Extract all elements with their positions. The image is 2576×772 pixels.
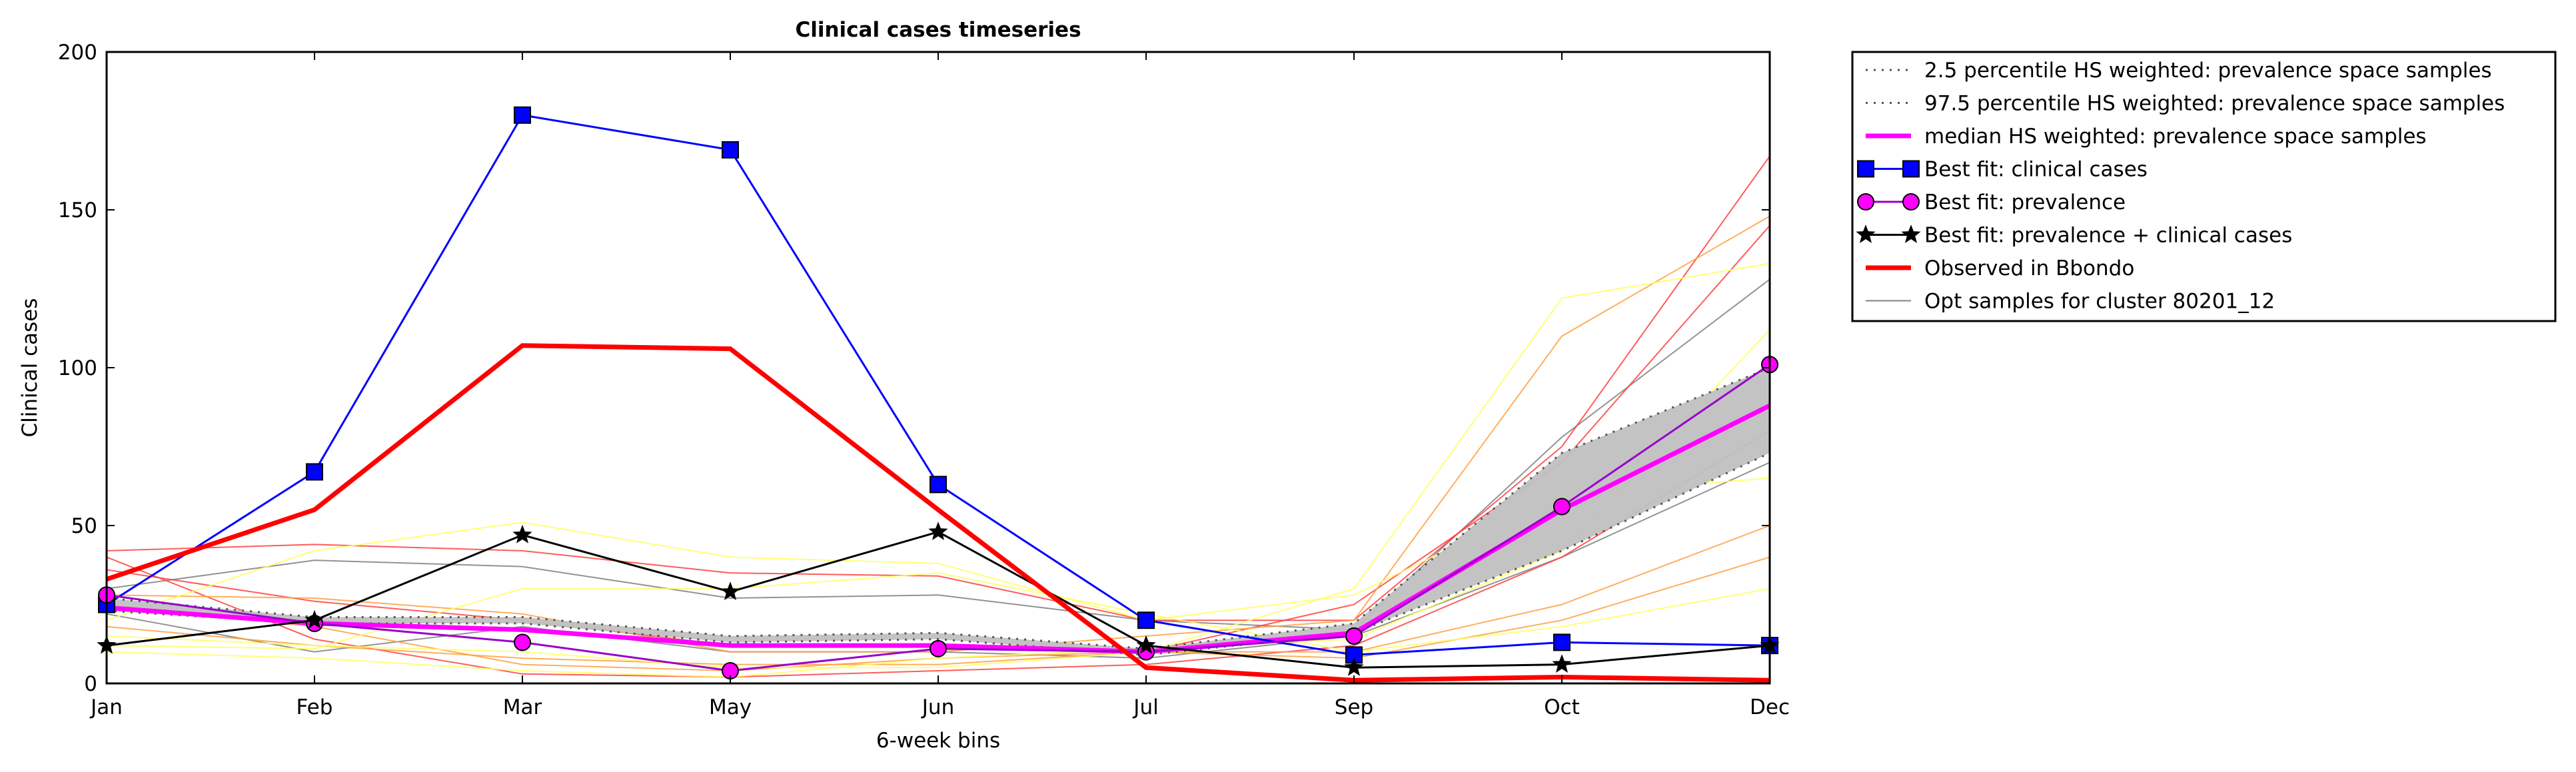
legend-label: Opt samples for cluster 80201_12 [1924,290,2275,314]
legend-item-1: 2.5 percentile HS weighted: prevalence s… [1866,59,2492,83]
series-5-point-7 [1345,627,1363,645]
legend-frame [1851,51,2557,322]
plot-frame [105,51,1771,685]
x-tick-label: May [709,695,752,719]
plot-area [97,106,1780,683]
sample-line-1 [106,278,1770,631]
series-2 [106,366,1770,650]
series-4-point-3 [514,106,531,124]
series-4-point-6 [1137,611,1155,629]
legend-item-7: Observed in Bbondo [1866,256,2134,280]
series-6-point-7 [1344,657,1364,676]
series-1 [106,452,1770,656]
series-7 [105,343,1770,683]
y-axis-label: Clinical cases [18,298,42,437]
x-tick-label: Feb [297,695,333,719]
y-tick-label: 0 [84,672,97,696]
x-tick-label: Mar [503,695,542,719]
legend-marker [1902,160,1920,178]
legend-marker [1902,193,1920,210]
sample-line-3 [106,155,1770,621]
x-tick-label: Jan [89,695,123,719]
y-tick-label: 50 [71,514,97,538]
x-tick-label: Jul [1132,695,1158,719]
legend-item-4: Best fit: clinical cases [1857,158,2148,182]
legend-label: 97.5 percentile HS weighted: prevalence … [1924,92,2505,116]
legend-item-3: median HS weighted: prevalence space sam… [1866,125,2427,149]
series-6-point-6 [1136,635,1156,654]
chart-title: Clinical cases timeseries [795,18,1081,42]
sample-line-5 [106,430,1770,678]
x-tick-label: Sep [1335,695,1373,719]
series-5-point-8 [1553,498,1571,516]
legend-label: Best fit: clinical cases [1924,158,2148,182]
series-4-point-5 [930,476,947,494]
x-tick-label: Dec [1750,695,1790,719]
legend-label: 2.5 percentile HS weighted: prevalence s… [1924,59,2492,83]
series-5-point-3 [514,633,531,651]
sample-line-8 [106,556,1770,665]
legend-item-5: Best fit: prevalence [1857,191,2126,214]
x-tick-label: Jun [921,695,954,719]
legend-item-6: Best fit: prevalence + clinical cases [1856,224,2292,248]
series-6-point-3 [512,524,532,544]
legend-label: Best fit: prevalence [1924,191,2126,214]
series-line-1 [106,452,1770,656]
series-4-point-2 [306,463,323,481]
series-line-2 [106,366,1770,650]
series-6-point-8 [1552,654,1572,673]
series-4-point-4 [722,141,739,159]
x-axis-label: 6-week bins [876,729,1000,753]
y-axis: 0 50 100 150 200 [58,41,1770,696]
sample-line-12 [106,329,1770,678]
series-5-point-5 [930,639,947,657]
series-6-point-5 [928,522,948,540]
x-axis: Jan Feb Mar May Jun Jul Sep Oct Dec [89,52,1790,719]
sample-line-4 [106,225,1770,653]
sample-line-9 [106,262,1770,669]
legend-marker [1901,224,1921,243]
sample-line-11 [106,572,1770,653]
series-line-4 [106,114,1770,656]
legend-marker [1857,160,1874,178]
legend-label: Observed in Bbondo [1924,256,2134,280]
legend-label: Best fit: prevalence + clinical cases [1924,224,2292,248]
legend-item-8: Opt samples for cluster 80201_12 [1866,290,2275,314]
legend: 2.5 percentile HS weighted: prevalence s… [1851,51,2557,322]
legend-marker [1856,224,1876,243]
legend-marker [1857,193,1874,210]
x-tick-label: Oct [1544,695,1580,719]
sample-line-6 [106,215,1770,653]
legend-label: median HS weighted: prevalence space sam… [1924,125,2427,149]
series-4-point-8 [1553,633,1571,651]
y-tick-label: 200 [58,41,97,65]
series-5 [98,356,1778,680]
series-line-7 [105,343,1770,683]
y-tick-label: 150 [58,198,97,222]
series-6-point-2 [305,609,324,629]
legend-item-2: 97.5 percentile HS weighted: prevalence … [1866,92,2505,116]
y-tick-label: 100 [58,356,97,380]
series-6-point-4 [720,581,740,601]
